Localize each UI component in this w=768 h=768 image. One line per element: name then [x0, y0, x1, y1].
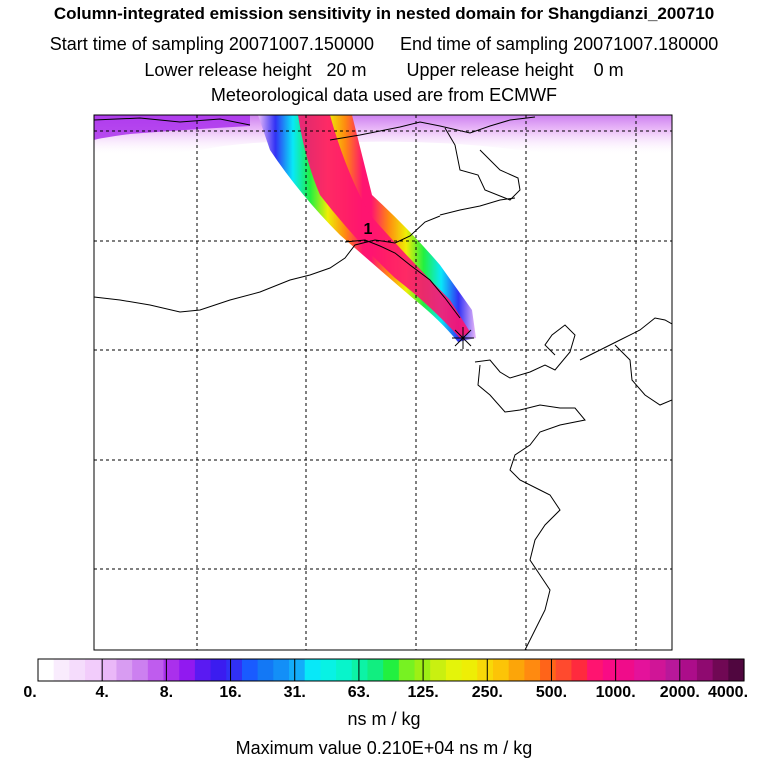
colorbar-frame: [37, 658, 745, 682]
map-frame: [93, 114, 673, 651]
colorbar-swatch: [336, 659, 353, 681]
colorbar-swatch: [53, 659, 70, 681]
lower-height-label: Lower release height 20 m: [144, 60, 367, 80]
colorbar-swatch: [492, 659, 510, 681]
plume-label: 1: [364, 221, 373, 238]
colorbar-tick-label: 0.: [23, 684, 37, 701]
colorbar-swatch: [100, 659, 118, 681]
colorbar-swatch: [649, 659, 667, 681]
colorbar-swatch: [226, 659, 243, 681]
colorbar-swatch: [241, 659, 259, 681]
colorbar-tick-label: 2000.: [659, 684, 700, 701]
colorbar-swatch: [351, 659, 369, 681]
colorbar-swatch: [304, 659, 321, 681]
colorbar-swatch: [289, 659, 306, 681]
colorbar-swatch: [477, 659, 494, 681]
northern-band-core: [94, 115, 250, 140]
colorbar-tick-label: 16.: [219, 684, 242, 701]
colorbar-swatch: [320, 659, 337, 681]
colorbar-swatch: [728, 659, 745, 681]
colorbar-swatch: [163, 659, 180, 681]
colorbar-swatch: [665, 659, 682, 681]
maximum-value-label: Maximum value 0.210E+04 ns m / kg: [235, 738, 533, 758]
colorbar-tick-label: 250.: [471, 684, 503, 701]
start-time-label: Start time of sampling 20071007.150000: [49, 34, 374, 54]
colorbar-swatch: [571, 659, 588, 681]
colorbar-swatch: [85, 659, 102, 681]
colorbar-swatch: [273, 659, 290, 681]
colorbar-tick-label: 31.: [283, 684, 306, 701]
map-grid: [94, 115, 672, 650]
end-time-label: End time of sampling 20071007.180000: [400, 34, 719, 54]
plume-core: [298, 115, 470, 338]
colorbar-tick-label: 500.: [535, 684, 568, 701]
colorbar-swatch: [587, 659, 604, 681]
sampling-times: Start time of sampling 20071007.150000 En…: [0, 34, 768, 55]
colorbar-swatch: [367, 659, 384, 681]
colorbar-swatch: [634, 659, 651, 681]
colorbar-tick-label: 8.: [159, 684, 174, 701]
map-area: [94, 115, 672, 650]
colorbar-swatch: [712, 659, 729, 681]
colorbar-swatch: [179, 659, 196, 681]
colorbar-swatch: [461, 659, 478, 681]
colorbar-swatch: [445, 659, 463, 681]
colorbar: [37, 658, 745, 682]
release-heights: Lower release height 20 m Upper release h…: [0, 60, 768, 81]
colorbar-tick-label: 125.: [407, 684, 439, 701]
colorbar-swatch: [540, 659, 557, 681]
colorbar-units: ns m / kg: [347, 709, 421, 729]
colorbar-swatch: [430, 659, 447, 681]
chart-title: Column-integrated emission sensitivity i…: [53, 4, 715, 23]
colorbar-tick-label: 63.: [347, 684, 371, 701]
colorbar-swatch: [210, 659, 227, 681]
colorbar-tick-label: 4.: [95, 684, 109, 701]
colorbar-swatch: [555, 659, 573, 681]
colorbar-swatch: [69, 659, 86, 681]
colorbar-tick-label: 4000.: [707, 684, 749, 701]
colorbar-swatch: [383, 659, 400, 681]
colorbar-swatch: [696, 659, 714, 681]
colorbar-swatch: [147, 659, 165, 681]
colorbar-swatch: [602, 659, 620, 681]
colorbar-swatch: [38, 659, 55, 681]
colorbar-swatch: [524, 659, 541, 681]
upper-height-label: Upper release height 0 m: [406, 60, 624, 80]
colorbar-swatch: [618, 659, 635, 681]
colorbar-swatch: [398, 659, 416, 681]
colorbar-swatch: [257, 659, 274, 681]
colorbar-swatch: [508, 659, 525, 681]
colorbar-tick-label: 1000.: [595, 684, 636, 701]
colorbar-swatch: [132, 659, 149, 681]
release-site-marker: [452, 327, 474, 349]
colorbar-swatch: [681, 659, 698, 681]
colorbar-swatch: [194, 659, 212, 681]
colorbar-swatch: [116, 659, 133, 681]
met-data-label: Meteorological data used are from ECMWF: [210, 85, 558, 105]
